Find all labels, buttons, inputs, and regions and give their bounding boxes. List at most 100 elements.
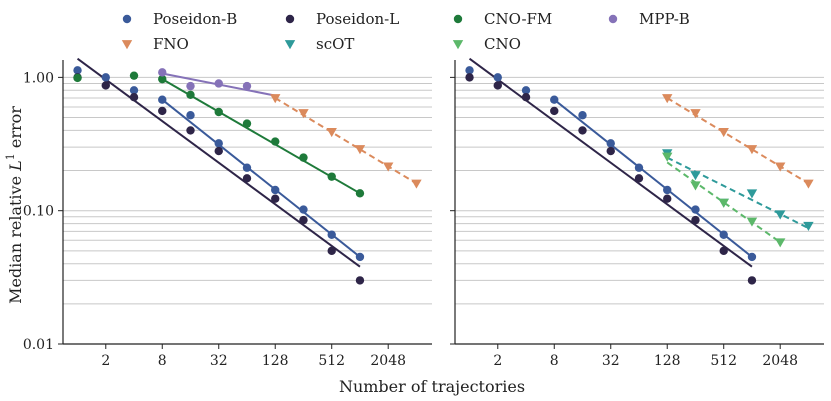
- poseidon-l-point: [186, 126, 195, 135]
- fno-fit-line: [666, 97, 809, 185]
- fno-point: [354, 145, 366, 155]
- poseidon-l-point: [663, 194, 672, 203]
- y-axis-label-main: Median relative: [6, 171, 25, 304]
- poseidon-b-point: [719, 230, 728, 239]
- fno-point: [326, 127, 337, 138]
- scot-point: [803, 221, 814, 232]
- cno-fm-point: [158, 74, 167, 84]
- fno-point: [662, 94, 673, 104]
- x-tick-label: 32: [602, 353, 620, 369]
- y-tick-label: 0.10: [23, 204, 54, 220]
- cno-fm-point: [73, 73, 82, 83]
- y-tick-label: 0.01: [23, 337, 54, 353]
- poseidon-l-fit-line: [76, 57, 361, 268]
- x-tick-label: 2048: [762, 353, 798, 369]
- fno-point: [803, 179, 814, 189]
- poseidon-l-point: [299, 215, 308, 225]
- cno-fm-fit-line: [161, 78, 361, 195]
- poseidon-l-point: [521, 93, 531, 102]
- poseidon-b-point: [493, 73, 502, 82]
- legend-marker-scot: [284, 40, 296, 50]
- legend-marker-cno: [452, 40, 464, 50]
- x-tick-label: 512: [318, 353, 345, 369]
- poseidon-l-point: [327, 246, 336, 256]
- y-axis-label-sup: 1: [4, 153, 17, 160]
- poseidon-b-point: [101, 73, 110, 82]
- x-tick-label: 8: [550, 353, 559, 369]
- poseidon-b-point: [663, 185, 672, 195]
- cno-fm-point: [214, 107, 223, 117]
- fno-point: [718, 127, 729, 138]
- poseidon-l-point: [101, 81, 110, 90]
- legend-marker-poseidon-l: [285, 14, 295, 24]
- y-axis-label-symbol: L: [6, 160, 25, 172]
- chart-legend: Poseidon-B Poseidon-L CNO-FM MPP-B FNO scOT CN…: [121, 10, 690, 53]
- x-tick-label: 128: [262, 353, 289, 369]
- poseidon-l-fit-line: [468, 57, 753, 268]
- legend-label-poseidon-l: Poseidon-L: [316, 10, 399, 28]
- legend-label-cno: CNO: [484, 35, 521, 53]
- poseidon-b-point: [634, 163, 644, 172]
- poseidon-b-point: [465, 66, 474, 75]
- fno-point: [690, 109, 701, 119]
- y-tick-label: 1.00: [23, 70, 54, 86]
- poseidon-l-point: [550, 106, 559, 116]
- poseidon-b-point: [578, 111, 587, 120]
- x-tick-label: 2048: [370, 353, 406, 369]
- poseidon-l-point: [578, 126, 587, 135]
- poseidon-b-point: [129, 86, 139, 95]
- poseidon-b-point: [158, 95, 167, 104]
- fno-point: [775, 162, 786, 172]
- x-tick-label: 32: [210, 353, 228, 369]
- mpp-b-point: [214, 79, 223, 88]
- cno-point: [718, 198, 729, 208]
- legend-marker-fno: [121, 40, 133, 50]
- mpp-b-point: [242, 81, 252, 91]
- poseidon-l-point: [214, 146, 223, 156]
- cno-point: [690, 181, 701, 191]
- poseidon-b-point: [606, 139, 615, 148]
- scot-point: [690, 171, 701, 181]
- cno-fm-point: [299, 153, 308, 162]
- mpp-b-point: [186, 81, 195, 91]
- poseidon-l-point: [465, 73, 474, 82]
- left-panel: 2 8 32 128 512 2048 0.01 0.10 1.00: [23, 57, 432, 369]
- y-axis-label-tail: error: [6, 106, 25, 153]
- fno-point: [411, 179, 422, 189]
- fno-point: [270, 94, 281, 104]
- poseidon-b-point: [550, 95, 559, 104]
- poseidon-l-point: [634, 174, 644, 183]
- legend-label-poseidon-b: Poseidon-B: [153, 10, 237, 28]
- poseidon-b-point: [186, 111, 195, 120]
- legend-marker-mpp-b: [608, 14, 618, 24]
- cno-fm-point: [242, 119, 252, 128]
- poseidon-l-point: [355, 276, 365, 285]
- legend-label-fno: FNO: [153, 35, 189, 53]
- poseidon-b-point: [271, 185, 280, 195]
- cno-fit-line: [666, 161, 781, 244]
- poseidon-b-point: [327, 230, 336, 239]
- poseidon-b-fit-line: [553, 98, 753, 258]
- poseidon-b-point: [691, 205, 700, 214]
- poseidon-l-point: [158, 106, 167, 116]
- cno-fm-point: [327, 172, 336, 181]
- poseidon-l-point: [129, 93, 139, 102]
- cno-fm-point: [355, 189, 365, 198]
- x-axis-label: Number of trajectories: [339, 377, 525, 396]
- x-tick-label: 8: [158, 353, 167, 369]
- x-tick-label: 512: [710, 353, 737, 369]
- cno-fm-point: [271, 137, 280, 146]
- x-tick-label: 128: [654, 353, 681, 369]
- scot-point: [746, 189, 758, 199]
- poseidon-l-point: [493, 81, 502, 90]
- scot-fit-line: [666, 156, 809, 230]
- poseidon-b-point: [242, 163, 252, 172]
- cno-point: [662, 152, 673, 162]
- poseidon-b-point: [214, 139, 223, 148]
- poseidon-l-point: [271, 194, 280, 203]
- poseidon-l-point: [242, 174, 252, 183]
- poseidon-b-point: [521, 86, 531, 95]
- fno-fit-line: [274, 97, 417, 185]
- x-tick-label: 2: [101, 353, 110, 369]
